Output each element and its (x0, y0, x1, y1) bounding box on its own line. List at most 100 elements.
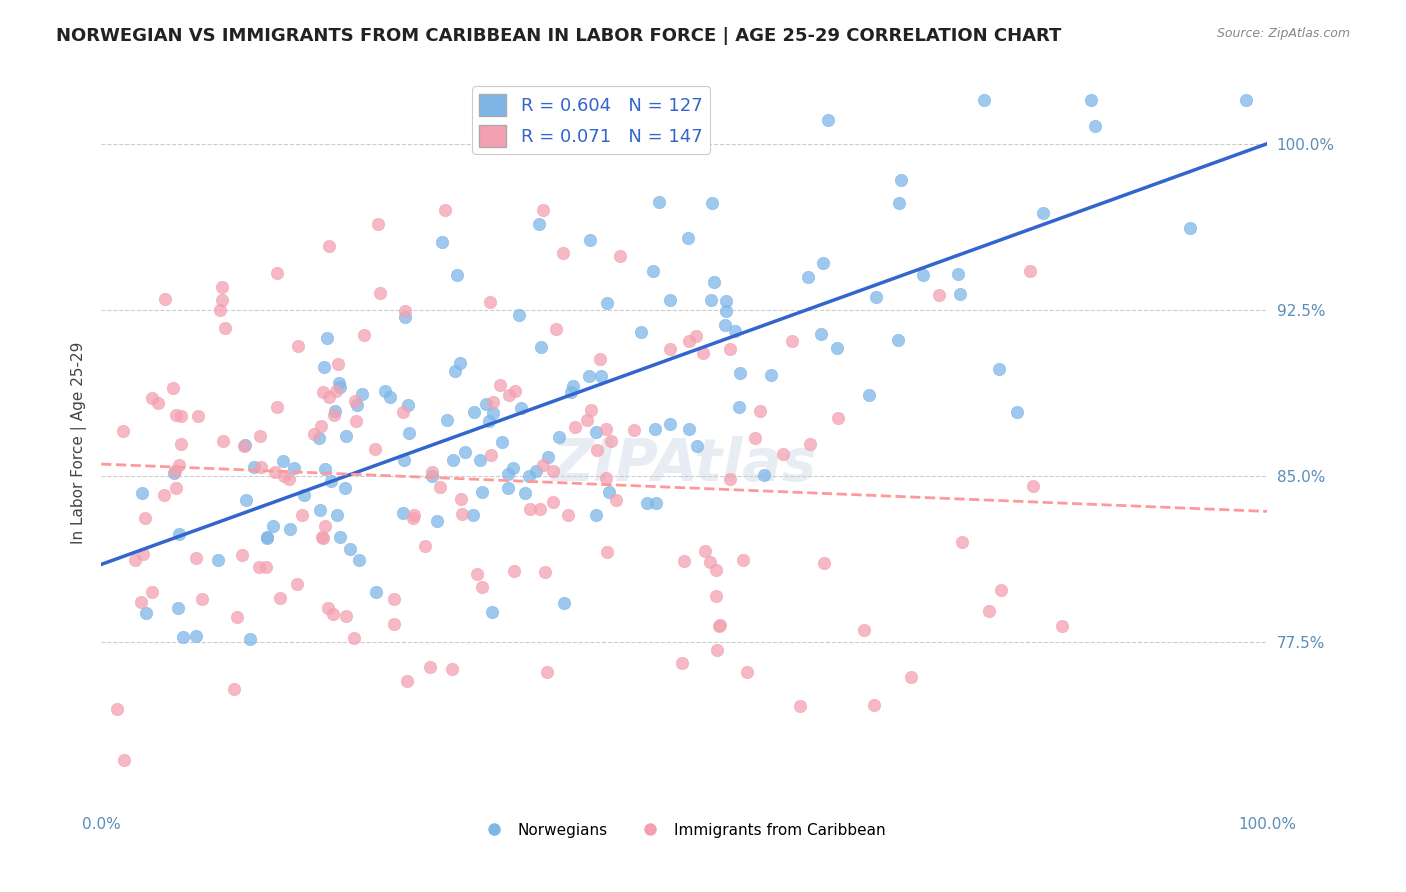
Point (420, 466, 443, 480)
Point (686, 439, 709, 453)
Point (900, 669, 922, 683)
Point (319, 474, 342, 488)
Point (211, 293, 233, 308)
Point (695, 544, 717, 558)
Point (374, 384, 396, 398)
Point (292, 488, 315, 502)
Point (302, 427, 325, 442)
Point (498, 387, 520, 401)
Point (333, 481, 356, 495)
Point (131, 486, 153, 500)
Point (461, 508, 484, 522)
Point (392, 453, 415, 467)
Point (475, 397, 498, 411)
Point (394, 310, 416, 325)
Point (1022, 478, 1045, 492)
Point (659, 417, 682, 431)
Point (398, 425, 420, 440)
Point (887, 333, 910, 347)
Point (392, 506, 415, 520)
Point (598, 485, 620, 500)
Point (491, 434, 513, 449)
Point (329, 530, 352, 544)
Point (256, 531, 278, 545)
Point (547, 430, 569, 444)
Point (287, 339, 309, 353)
Point (678, 231, 700, 245)
Point (700, 195, 723, 210)
Point (585, 508, 607, 523)
Point (724, 324, 747, 338)
Point (426, 514, 449, 528)
Point (402, 508, 425, 523)
Point (243, 460, 266, 475)
Point (496, 481, 519, 495)
Point (322, 607, 344, 621)
Point (214, 320, 236, 334)
Point (478, 414, 501, 428)
Point (489, 378, 512, 392)
Point (761, 368, 783, 383)
Point (449, 356, 471, 370)
Point (283, 460, 305, 475)
Point (479, 294, 502, 309)
Text: NORWEGIAN VS IMMIGRANTS FROM CARIBBEAN IN LABOR FORCE | AGE 25-29 CORRELATION CH: NORWEGIAN VS IMMIGRANTS FROM CARIBBEAN I… (56, 27, 1062, 45)
Point (395, 674, 418, 689)
Point (311, 530, 333, 544)
Point (813, 255, 835, 269)
Point (239, 632, 262, 646)
Point (817, 112, 839, 127)
Point (316, 600, 339, 615)
Point (264, 465, 287, 479)
Point (471, 485, 494, 500)
Point (209, 302, 232, 317)
Point (329, 379, 352, 393)
Point (323, 404, 346, 418)
Point (402, 511, 425, 525)
Point (454, 445, 477, 459)
Point (278, 522, 301, 536)
Point (482, 406, 505, 420)
Point (463, 405, 485, 419)
Point (481, 606, 503, 620)
Point (636, 496, 658, 510)
Point (579, 403, 602, 417)
Point (529, 502, 551, 516)
Point (441, 662, 464, 676)
Point (446, 268, 468, 282)
Point (233, 438, 256, 452)
Point (211, 280, 233, 294)
Point (266, 266, 288, 280)
Point (250, 459, 273, 474)
Point (436, 413, 458, 427)
Point (392, 405, 415, 419)
Point (378, 390, 401, 404)
Point (797, 269, 820, 284)
Point (353, 328, 375, 343)
Point (643, 264, 665, 278)
Point (312, 384, 335, 399)
Point (541, 495, 564, 509)
Point (496, 467, 519, 481)
Point (544, 322, 567, 336)
Point (262, 519, 284, 533)
Point (950, 535, 973, 549)
Point (339, 541, 361, 556)
Point (482, 395, 505, 409)
Point (450, 507, 472, 521)
Point (314, 518, 336, 533)
Point (887, 195, 910, 210)
Point (647, 195, 669, 210)
Point (1007, 405, 1029, 419)
Y-axis label: In Labor Force | Age 25-29: In Labor Force | Age 25-29 (72, 342, 87, 544)
Point (111, 424, 134, 438)
Point (1050, 619, 1073, 633)
Point (155, 292, 177, 306)
Point (328, 376, 350, 390)
Point (630, 325, 652, 339)
Point (269, 591, 291, 605)
Point (413, 539, 436, 553)
Point (517, 469, 540, 483)
Point (718, 343, 741, 357)
Point (673, 554, 696, 568)
